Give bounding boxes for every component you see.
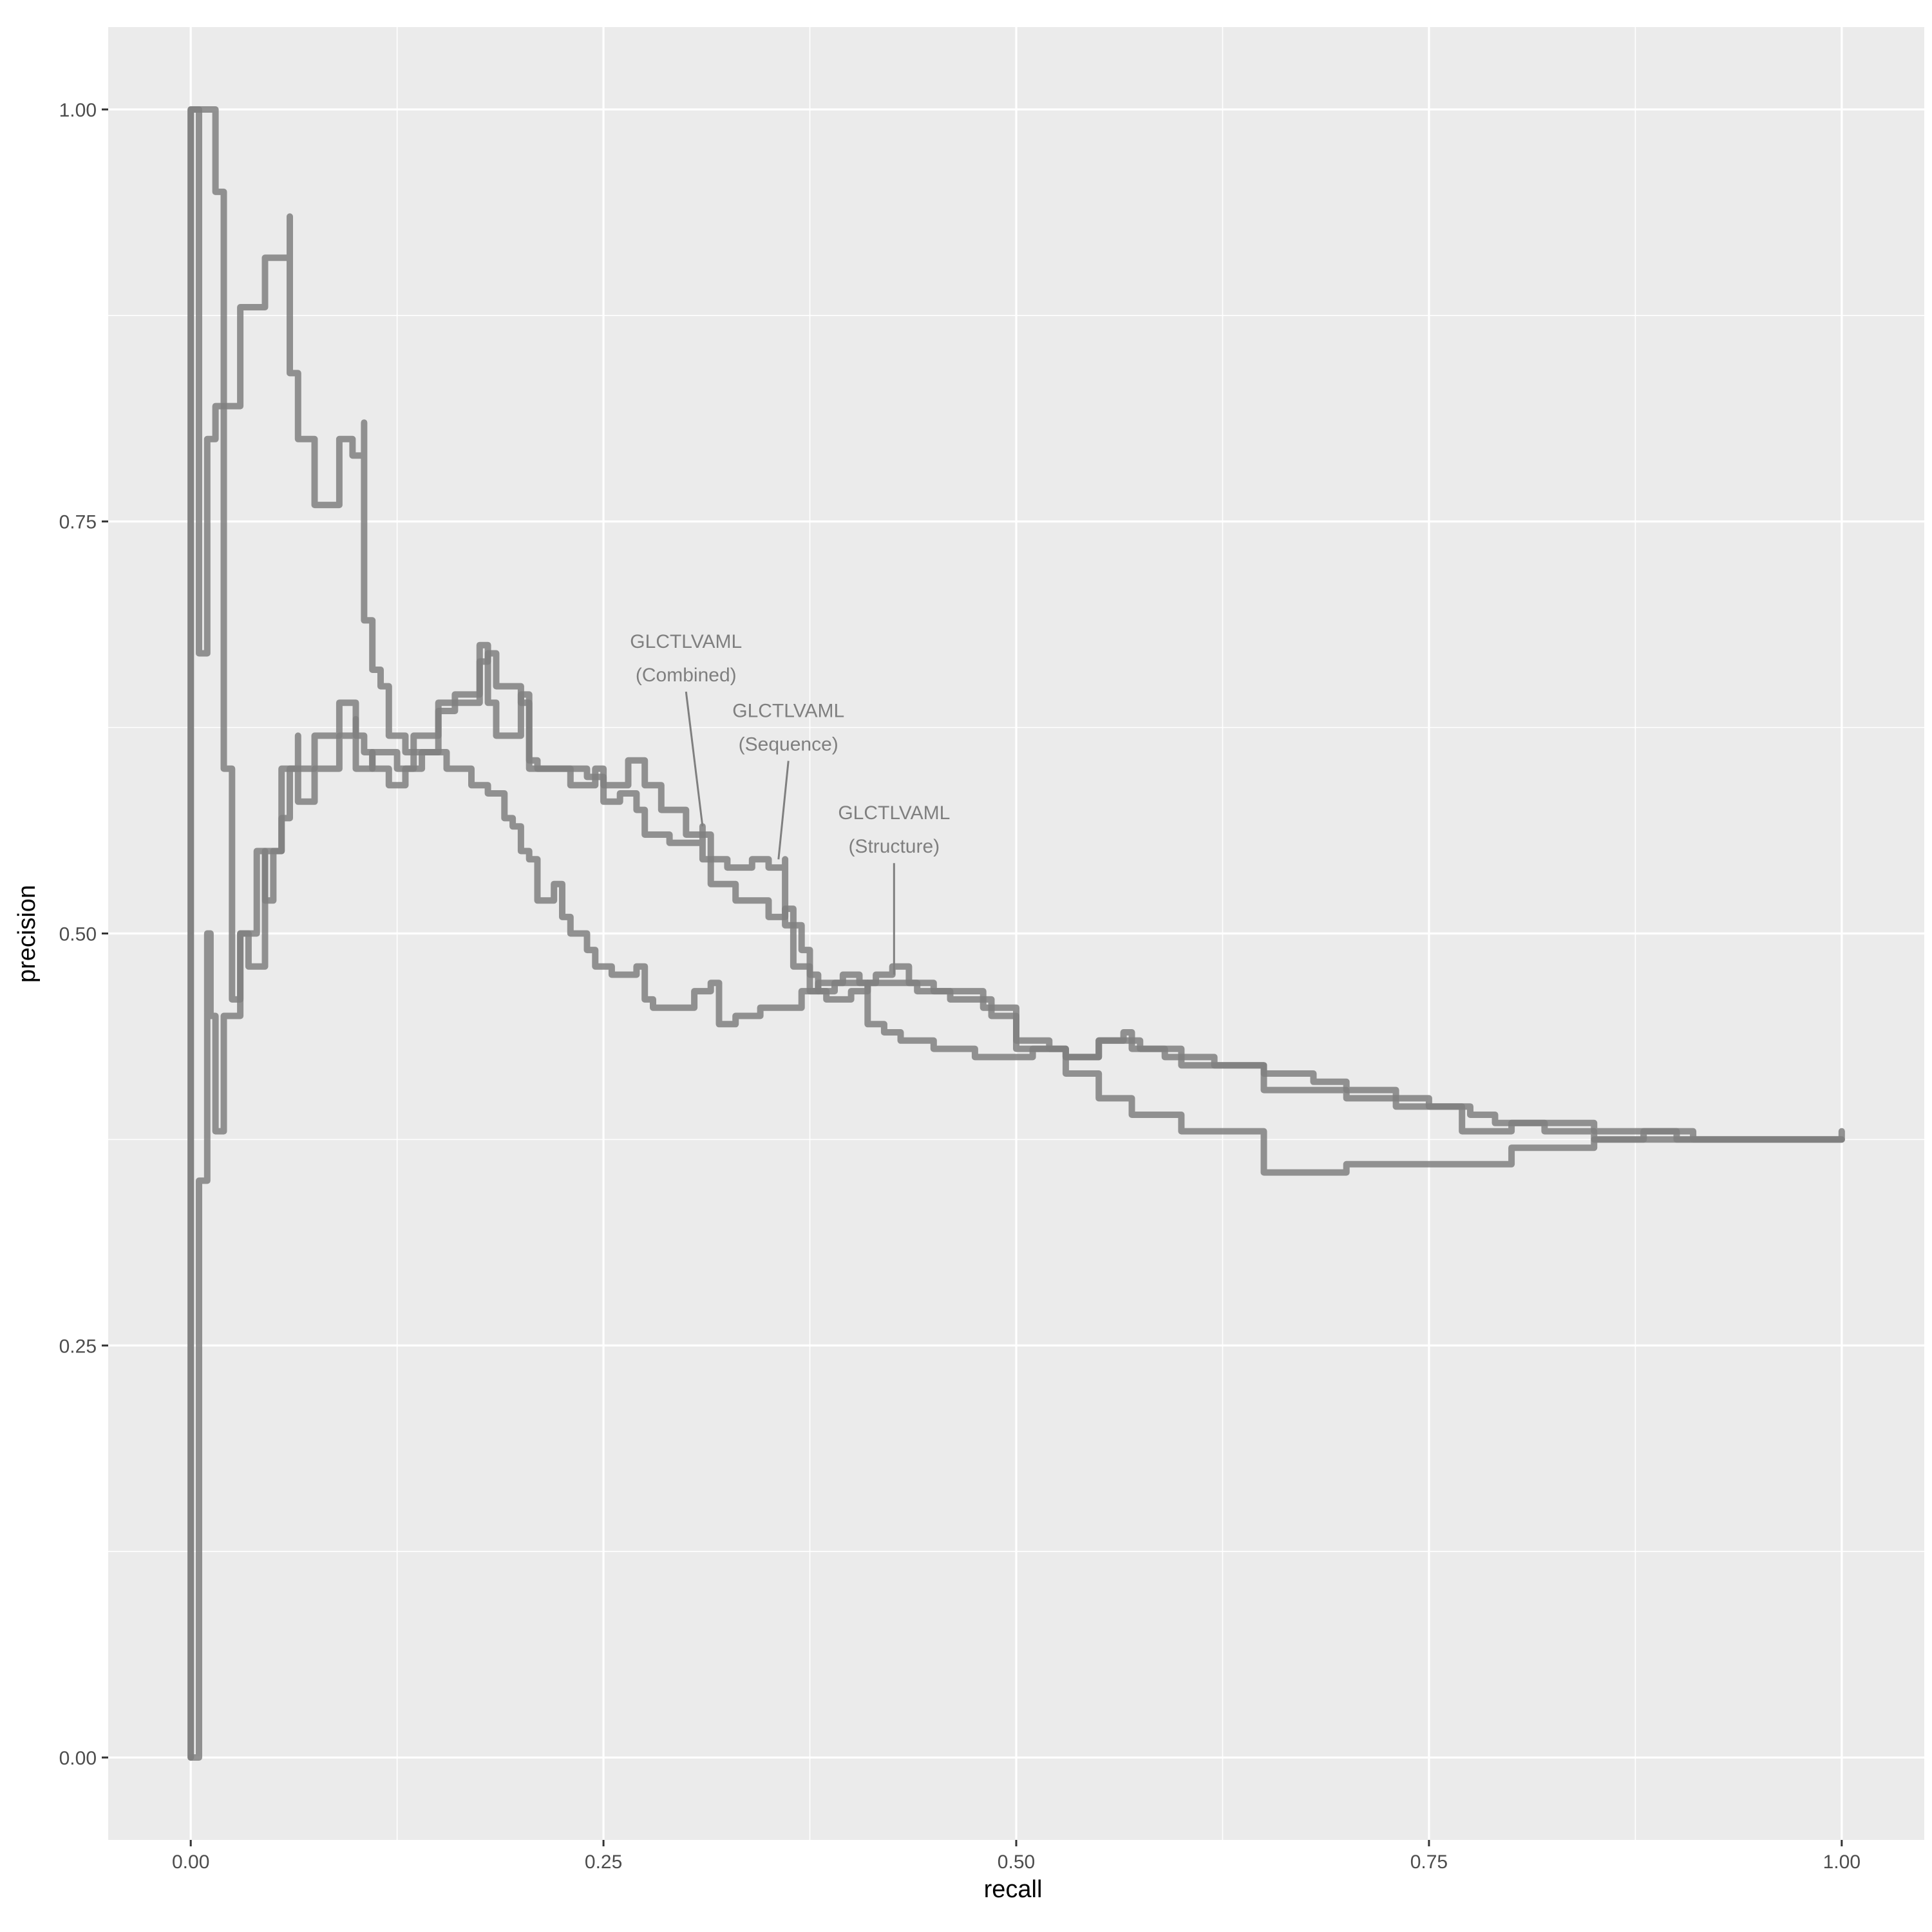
y-tick-label: 0.75 bbox=[59, 512, 97, 533]
x-tick-label: 1.00 bbox=[1823, 1852, 1861, 1873]
x-tick-label: 0.75 bbox=[1410, 1852, 1448, 1873]
y-axis-title: precision bbox=[14, 885, 41, 983]
series-line-structure bbox=[187, 699, 1845, 1761]
y-tick-label: 0.00 bbox=[59, 1748, 97, 1769]
x-axis: 0.00 0.25 0.50 0.75 1.00 bbox=[172, 1840, 1861, 1873]
annotation-label-line1: GLCTLVAML bbox=[838, 802, 950, 824]
annotation-leader-line bbox=[777, 761, 790, 860]
series-layer bbox=[187, 106, 1845, 1761]
x-tick-label: 0.50 bbox=[998, 1852, 1035, 1873]
y-tick-label: 0.25 bbox=[59, 1336, 97, 1357]
x-axis-title: recall bbox=[984, 1876, 1043, 1903]
series-line-sequence bbox=[187, 106, 1845, 1761]
x-tick-label: 0.00 bbox=[172, 1852, 209, 1873]
x-tick-label: 0.25 bbox=[585, 1852, 622, 1873]
annotation-layer: GLCTLVAML (Combined) GLCTLVAML (Sequence) GL… bbox=[630, 631, 950, 975]
annotation-label-line2: (Structure) bbox=[848, 836, 940, 857]
annotation-label-line2: (Combined) bbox=[636, 665, 737, 686]
annotation-label-line2: (Sequence) bbox=[739, 734, 838, 755]
y-tick-label: 1.00 bbox=[59, 100, 97, 121]
y-axis: 0.00 0.25 0.50 0.75 1.00 bbox=[59, 100, 108, 1769]
annotation-label-line1: GLCTLVAML bbox=[630, 631, 742, 652]
annotation-label-line1: GLCTLVAML bbox=[732, 701, 844, 722]
annotation-leader-line bbox=[685, 691, 704, 827]
y-tick-label: 0.50 bbox=[59, 924, 97, 945]
